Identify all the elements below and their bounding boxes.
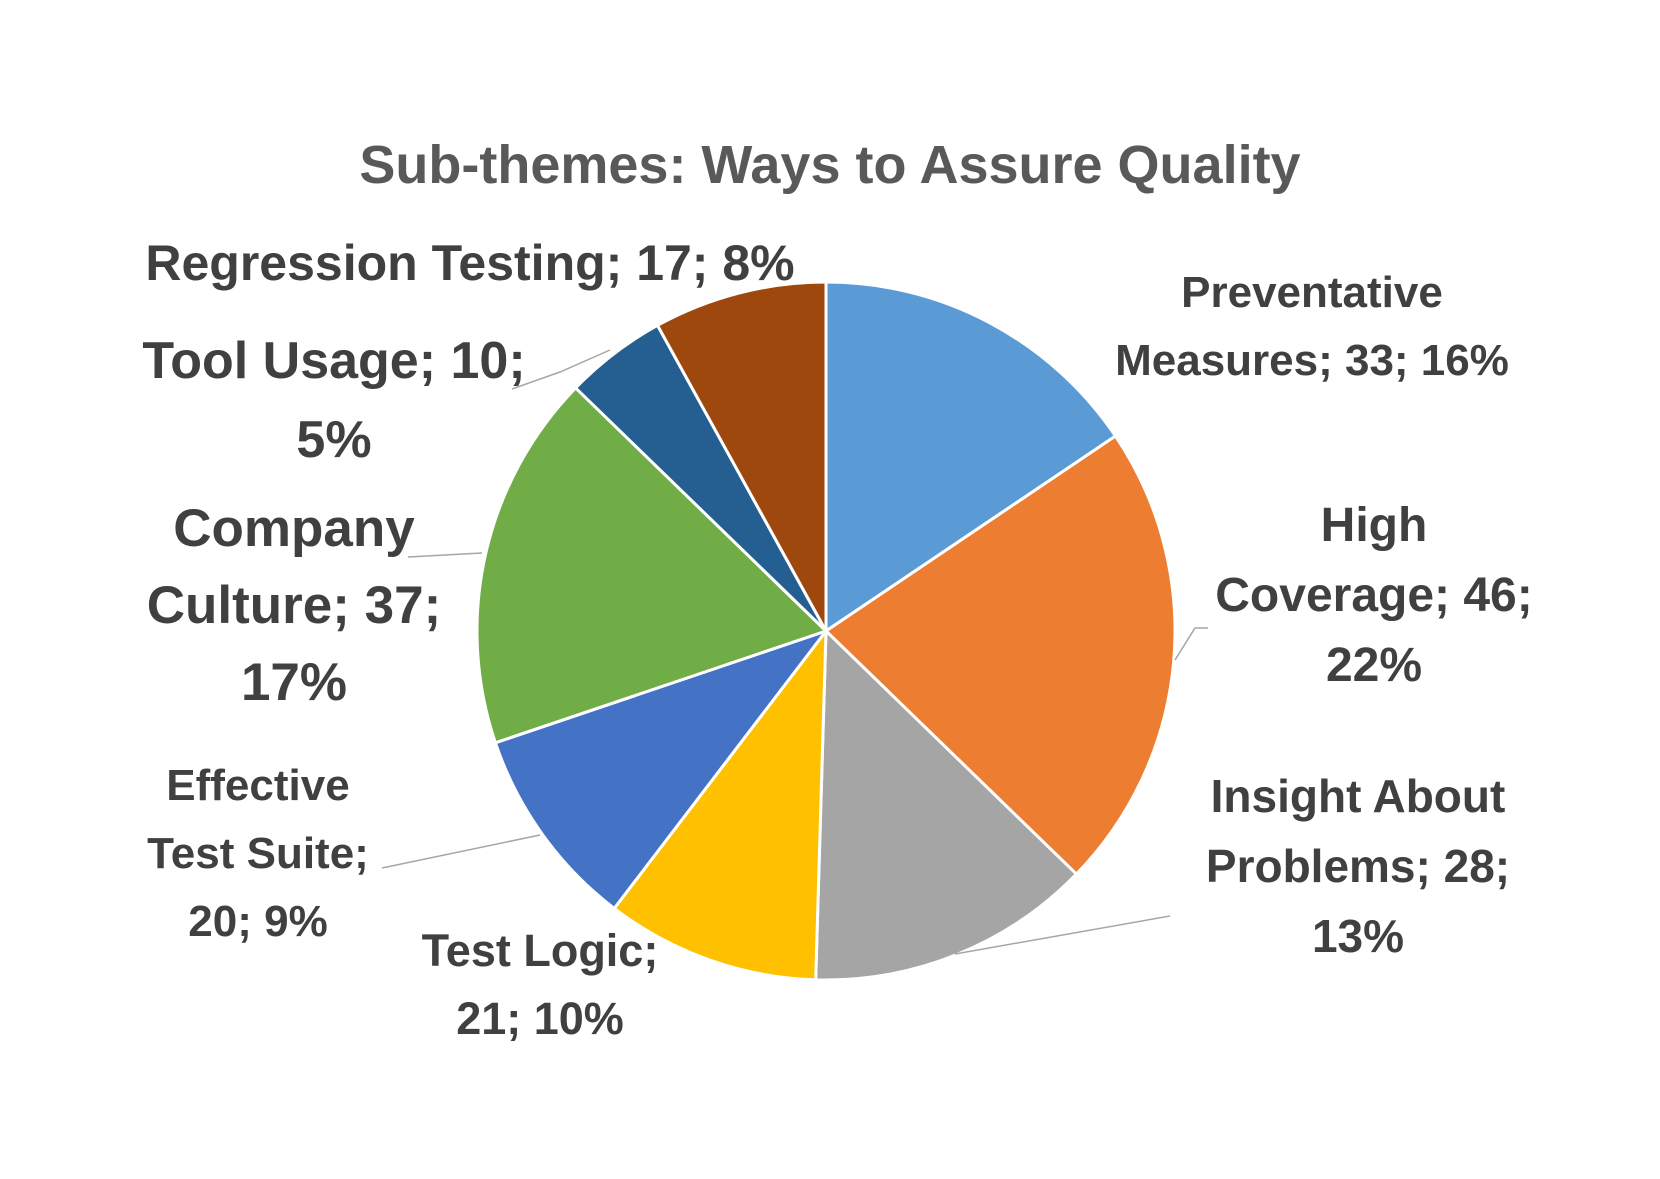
pie-slice-preventative-measures: [824, 280, 1118, 634]
data-label-line: Test Suite;: [147, 829, 369, 878]
leader-line-high-coverage: [1174, 627, 1208, 661]
data-label-line: Test Logic;: [422, 925, 659, 976]
pie-slice-high-coverage: [823, 433, 1177, 877]
pie-slice-company-culture: [475, 385, 829, 745]
data-label-line: Tool Usage; 10;: [142, 332, 525, 390]
data-label-regression-testing: Regression Testing; 17; 8%: [145, 235, 794, 291]
chart-title: Sub-themes: Ways to Assure Quality: [359, 135, 1300, 195]
data-label-line: High: [1321, 499, 1428, 552]
pie-slices: [475, 280, 1177, 982]
pie-slice-effective-test-suite: [493, 628, 831, 911]
data-label-line: Coverage; 46;: [1215, 569, 1532, 622]
data-label-line: 5%: [296, 411, 371, 469]
data-label-line: Insight About: [1211, 770, 1506, 822]
data-label-line: Culture; 37;: [147, 576, 441, 635]
data-label-line: Company: [173, 499, 415, 558]
data-label-high-coverage: High Coverage; 46; 22%: [1215, 499, 1532, 692]
data-label-line: 21; 10%: [456, 993, 624, 1044]
data-label-effective-test-suite: Effective Test Suite; 20; 9%: [147, 761, 369, 946]
data-label-line: Measures; 33; 16%: [1115, 336, 1509, 385]
data-label-test-logic: Test Logic; 21; 10%: [422, 925, 659, 1044]
data-label-preventative-measures: Preventative Measures; 33; 16%: [1115, 268, 1509, 385]
data-label-insight-about-problems: Insight About Problems; 28; 13%: [1206, 770, 1510, 962]
data-label-line: 17%: [241, 653, 347, 712]
data-label-line: Regression Testing; 17; 8%: [145, 235, 794, 291]
data-label-line: Problems; 28;: [1206, 840, 1510, 892]
pie-slice-regression-testing: [655, 280, 828, 632]
data-label-line: 22%: [1326, 639, 1422, 692]
leader-line-tool-usage: [511, 349, 611, 390]
data-label-line: 13%: [1312, 910, 1404, 962]
data-label-tool-usage: Tool Usage; 10; 5%: [142, 332, 525, 469]
data-label-company-culture: Company Culture; 37; 17%: [147, 499, 441, 712]
data-label-line: Effective: [166, 761, 349, 810]
leader-line-company-culture: [407, 552, 483, 558]
pie-slice-test-logic: [612, 626, 828, 982]
data-label-line: 20; 9%: [188, 897, 327, 946]
leader-lines: [381, 349, 1208, 955]
data-labels: Preventative Measures; 33; 16% High Coverag…: [142, 235, 1532, 1044]
leader-line-insight-about-problems: [954, 915, 1171, 955]
data-label-line: Preventative: [1181, 268, 1443, 317]
leader-line-effective-test-suite: [381, 834, 541, 869]
